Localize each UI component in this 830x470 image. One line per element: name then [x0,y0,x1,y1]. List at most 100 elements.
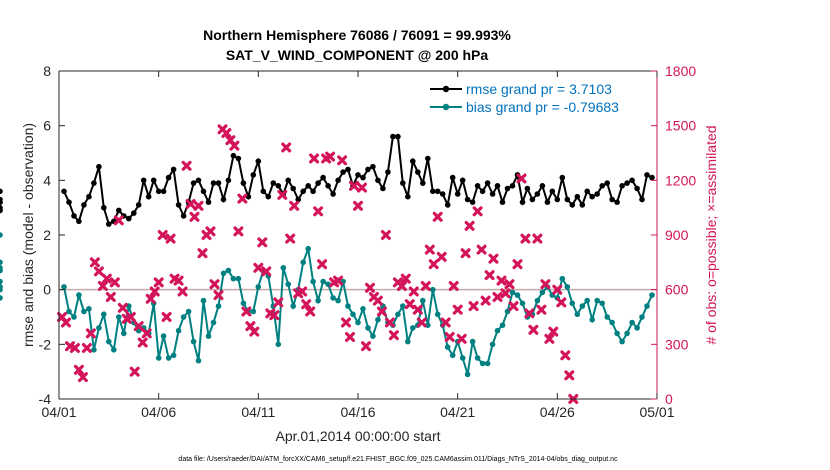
obs-assimilated-marker [400,273,411,284]
obs-assimilated-marker [500,288,511,299]
obs-assimilated-marker [532,233,543,244]
bias-point [624,330,630,337]
obs-assimilated-marker [341,317,351,328]
rmse-point [325,183,331,189]
bias-point [479,360,486,367]
bias-point [240,300,247,307]
y2-axis-label: # of obs: o=possible; ×=assimilated [703,125,719,344]
rmse-point [365,166,371,173]
bias-point [235,275,242,282]
bias-point [569,300,576,307]
obs-assimilated-marker [560,350,571,361]
rmse-point [150,177,157,184]
y2-tick-label: 1800 [665,63,696,79]
rmse-point [230,152,237,159]
rmse-point [0,188,3,195]
rmse-point [420,180,426,186]
rmse-point [116,207,122,214]
obs-assimilated-marker [81,343,92,353]
obs-assimilated-marker [301,299,312,310]
rmse-point [270,180,277,186]
bias-point [629,319,635,326]
bias-point [225,267,232,274]
rmse-point [375,177,381,184]
rmse-point [425,155,431,162]
data-file-footer: data file: /Users/raeder/DAI/ATM_forcXX/… [178,456,618,463]
obs-assimilated-marker [420,281,431,291]
bias-point [644,303,650,309]
y-tick-label: 2 [43,227,51,243]
y2-tick-label: 600 [665,282,689,298]
rmse-point [489,191,496,197]
rmse-point [479,188,486,195]
rmse-point [86,193,92,200]
x-tick-label: 05/01 [639,404,674,420]
obs-assimilated-marker [337,155,348,166]
bias-point [250,308,257,315]
y-tick-label: 6 [43,118,51,134]
rmse-point [155,188,162,195]
rmse-point [295,196,302,203]
rmse-point [0,204,3,211]
rmse-point [215,180,222,186]
rmse-point [315,180,321,186]
obs-assimilated-marker [109,277,120,288]
y2-tick-label: 900 [665,227,689,243]
bias-point [614,330,620,337]
y-tick-label: 8 [43,63,51,79]
bias-point [96,325,102,331]
obs-assimilated-marker [512,259,523,270]
rmse-point [519,199,526,205]
obs-assimilated-marker [313,206,324,217]
bias-point [619,338,625,345]
legend: rmse grand pr = 3.7103 bias grand pr = -… [425,78,653,118]
bias-point [609,319,615,326]
bias-point [155,355,162,361]
rmse-point [629,177,635,184]
legend-bias-label: bias grand pr = -0.79683 [466,99,619,115]
bias-point [449,352,456,359]
rmse-point [235,155,242,162]
obs-assimilated-marker [145,293,156,304]
obs-assimilated-marker [285,233,296,244]
y-tick-label: 0 [43,282,51,298]
obs-assimilated-marker [261,266,272,277]
rmse-point [524,185,531,192]
obs-assimilated-marker [117,302,128,313]
obs-assimilated-marker [89,257,100,268]
rmse-point [145,193,152,200]
obs-assimilated-marker [520,233,531,244]
obs-assimilated-marker [97,281,108,291]
rmse-point [275,183,282,189]
obs-assimilated-marker [137,337,148,348]
rmse-point [539,183,546,189]
bias-point [370,333,376,339]
bias-point [360,306,366,312]
obs-assimilated-marker [516,173,527,184]
obs-assimilated-marker [333,275,344,286]
obs-assimilated-marker [101,273,112,284]
y-tick-label: -2 [39,336,52,352]
bias-point [255,284,262,290]
legend-rmse-marker [442,85,450,93]
rmse-point [549,188,556,195]
bias-point [71,314,77,320]
rmse-point [634,185,640,192]
y2-tick-label: 1200 [665,172,696,188]
bias-point [175,327,182,334]
rmse-point [355,172,361,178]
rmse-point [170,166,177,173]
bias-point [205,333,212,339]
bias-point [185,308,192,315]
obs-assimilated-marker [157,230,168,240]
bias-point [400,303,406,309]
rmse-point [0,196,3,203]
obs-assimilated-marker [185,199,196,209]
obs-assimilated-marker [181,160,192,171]
rmse-point [469,199,476,205]
obs-assimilated-marker [408,286,419,297]
obs-assimilated-marker [548,326,559,337]
obs-assimilated-marker [376,306,387,317]
obs-assimilated-marker [149,286,160,297]
bias-point [0,232,3,238]
